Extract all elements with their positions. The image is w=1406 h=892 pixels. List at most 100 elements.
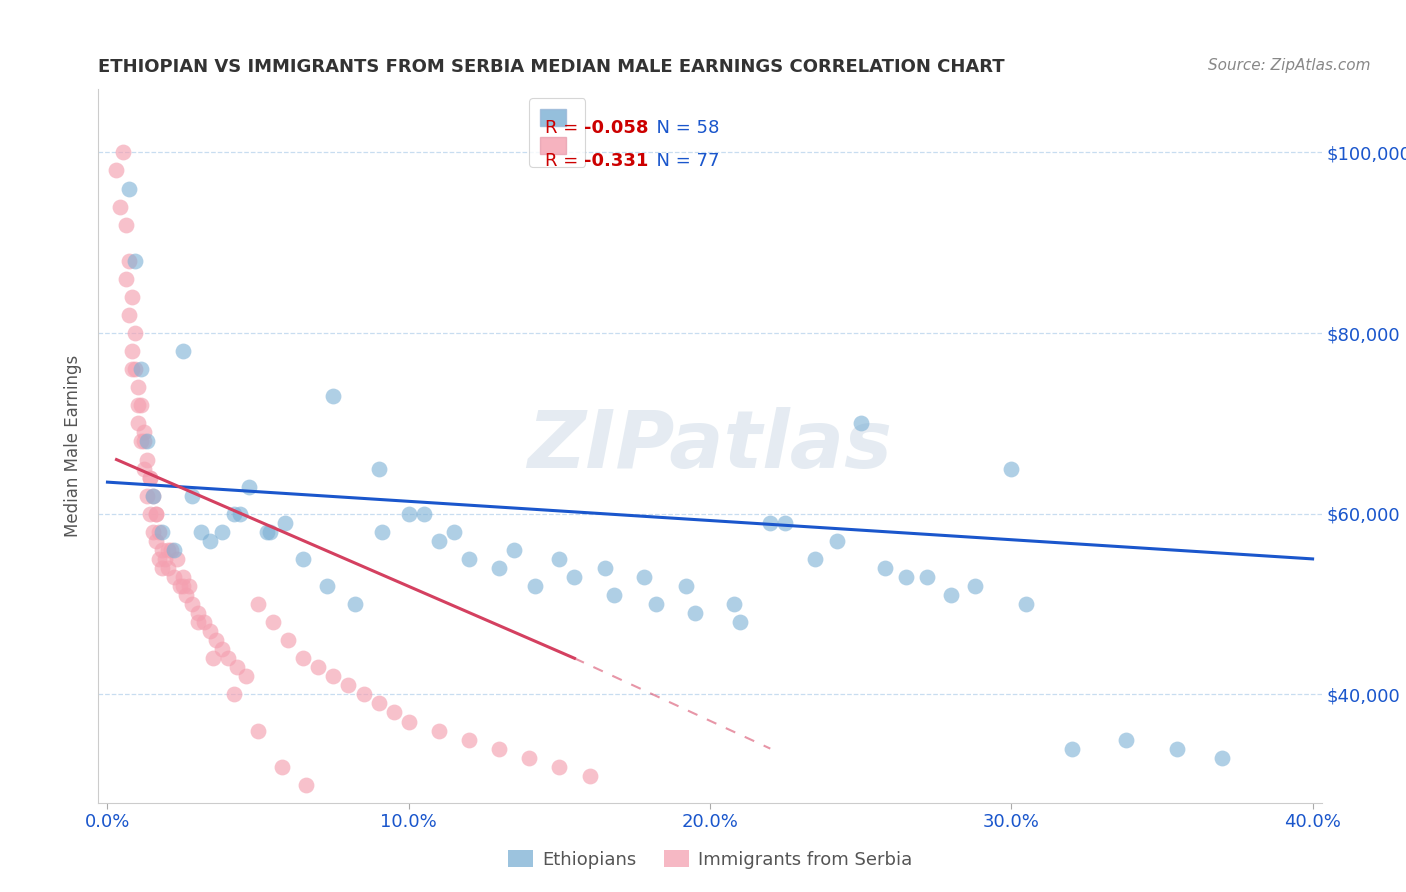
Text: ZIPatlas: ZIPatlas — [527, 407, 893, 485]
Immigrants from Serbia — [205, 633, 228, 648]
Ethiopians — [602, 588, 624, 602]
Ethiopians — [804, 552, 827, 566]
Ethiopians — [1211, 750, 1233, 764]
Immigrants from Serbia — [217, 651, 239, 665]
Immigrants from Serbia — [150, 561, 173, 575]
Immigrants from Serbia — [142, 524, 165, 539]
Immigrants from Serbia — [292, 651, 315, 665]
Ethiopians — [259, 524, 281, 539]
Immigrants from Serbia — [427, 723, 450, 738]
Immigrants from Serbia — [247, 723, 270, 738]
Ethiopians — [633, 570, 655, 584]
Immigrants from Serbia — [262, 615, 284, 629]
Immigrants from Serbia — [145, 533, 167, 548]
Immigrants from Serbia — [156, 542, 179, 557]
Ethiopians — [548, 552, 571, 566]
Text: -0.058: -0.058 — [583, 120, 648, 137]
Ethiopians — [1000, 461, 1022, 475]
Ethiopians — [370, 524, 392, 539]
Immigrants from Serbia — [235, 669, 257, 683]
Immigrants from Serbia — [135, 452, 157, 467]
Immigrants from Serbia — [150, 542, 173, 557]
Ethiopians — [198, 533, 221, 548]
Ethiopians — [939, 588, 962, 602]
Immigrants from Serbia — [211, 642, 233, 657]
Immigrants from Serbia — [271, 759, 294, 773]
Ethiopians — [825, 533, 848, 548]
Ethiopians — [367, 461, 389, 475]
Ethiopians — [238, 480, 260, 494]
Ethiopians — [124, 253, 146, 268]
Immigrants from Serbia — [129, 434, 152, 449]
Immigrants from Serbia — [201, 651, 224, 665]
Immigrants from Serbia — [127, 380, 149, 394]
Immigrants from Serbia — [382, 706, 405, 720]
Legend: Ethiopians, Immigrants from Serbia: Ethiopians, Immigrants from Serbia — [501, 843, 920, 876]
Ethiopians — [873, 561, 896, 575]
Y-axis label: Median Male Earnings: Median Male Earnings — [65, 355, 83, 537]
Ethiopians — [1060, 741, 1083, 756]
Ethiopians — [775, 516, 797, 530]
Immigrants from Serbia — [517, 750, 540, 764]
Immigrants from Serbia — [367, 697, 389, 711]
Immigrants from Serbia — [578, 769, 600, 783]
Ethiopians — [316, 579, 339, 593]
Ethiopians — [488, 561, 510, 575]
Ethiopians — [458, 552, 481, 566]
Ethiopians — [427, 533, 450, 548]
Ethiopians — [163, 542, 186, 557]
Immigrants from Serbia — [138, 507, 160, 521]
Immigrants from Serbia — [166, 552, 188, 566]
Ethiopians — [190, 524, 212, 539]
Immigrants from Serbia — [180, 597, 202, 611]
Immigrants from Serbia — [337, 678, 360, 692]
Ethiopians — [894, 570, 917, 584]
Immigrants from Serbia — [458, 732, 481, 747]
Ethiopians — [593, 561, 616, 575]
Ethiopians — [150, 524, 173, 539]
Ethiopians — [172, 344, 194, 359]
Text: Source: ZipAtlas.com: Source: ZipAtlas.com — [1208, 58, 1371, 73]
Immigrants from Serbia — [127, 417, 149, 431]
Immigrants from Serbia — [295, 778, 318, 792]
Text: -0.331: -0.331 — [583, 152, 648, 170]
Immigrants from Serbia — [398, 714, 420, 729]
Immigrants from Serbia — [105, 163, 128, 178]
Immigrants from Serbia — [138, 470, 160, 484]
Immigrants from Serbia — [353, 687, 375, 701]
Immigrants from Serbia — [148, 524, 170, 539]
Text: R =: R = — [546, 120, 583, 137]
Immigrants from Serbia — [132, 425, 155, 440]
Ethiopians — [965, 579, 987, 593]
Ethiopians — [398, 507, 420, 521]
Immigrants from Serbia — [172, 579, 194, 593]
Ethiopians — [683, 606, 706, 620]
Immigrants from Serbia — [117, 308, 139, 322]
Immigrants from Serbia — [198, 624, 221, 639]
Text: R =: R = — [546, 152, 583, 170]
Ethiopians — [1115, 732, 1137, 747]
Ethiopians — [222, 507, 245, 521]
Ethiopians — [915, 570, 938, 584]
Ethiopians — [129, 362, 152, 376]
Immigrants from Serbia — [187, 615, 209, 629]
Immigrants from Serbia — [114, 218, 136, 232]
Immigrants from Serbia — [163, 570, 186, 584]
Immigrants from Serbia — [135, 489, 157, 503]
Ethiopians — [292, 552, 315, 566]
Immigrants from Serbia — [193, 615, 215, 629]
Ethiopians — [759, 516, 782, 530]
Ethiopians — [564, 570, 586, 584]
Immigrants from Serbia — [172, 570, 194, 584]
Ethiopians — [412, 507, 434, 521]
Immigrants from Serbia — [153, 552, 176, 566]
Immigrants from Serbia — [277, 633, 299, 648]
Immigrants from Serbia — [114, 272, 136, 286]
Immigrants from Serbia — [159, 542, 181, 557]
Immigrants from Serbia — [121, 362, 143, 376]
Ethiopians — [849, 417, 872, 431]
Ethiopians — [135, 434, 157, 449]
Immigrants from Serbia — [226, 660, 249, 674]
Immigrants from Serbia — [145, 507, 167, 521]
Ethiopians — [675, 579, 697, 593]
